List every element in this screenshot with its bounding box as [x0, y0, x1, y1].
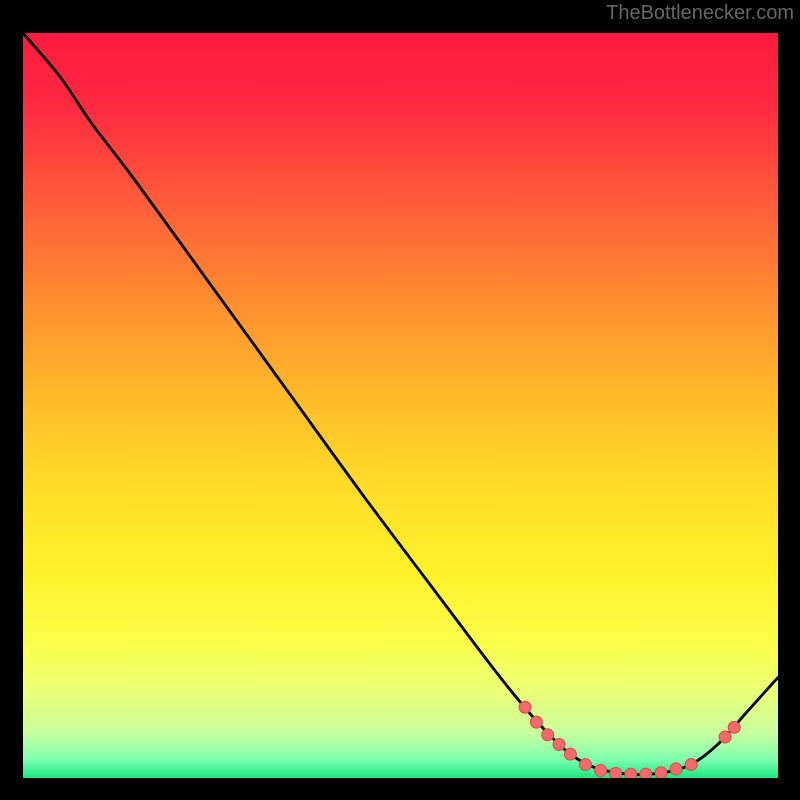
curve-marker — [719, 731, 731, 743]
curve-marker — [625, 768, 637, 778]
curve-marker — [670, 763, 682, 775]
curve-marker — [579, 759, 591, 771]
curve-marker — [564, 748, 576, 760]
curve-marker — [530, 716, 542, 728]
curve-marker — [519, 701, 531, 713]
curve-marker — [655, 767, 667, 778]
plot-area — [23, 33, 778, 778]
attribution-label: TheBottlenecker.com — [606, 2, 794, 25]
curve-marker — [610, 768, 622, 778]
curve-marker — [640, 768, 652, 778]
curve-marker — [685, 759, 697, 771]
chart-stage: TheBottlenecker.com — [0, 0, 800, 800]
curve-marker — [542, 729, 554, 741]
curve-marker — [595, 765, 607, 777]
curve-marker — [553, 738, 565, 750]
curve-layer — [23, 33, 778, 778]
bottleneck-curve — [23, 33, 778, 775]
curve-marker — [728, 721, 740, 733]
